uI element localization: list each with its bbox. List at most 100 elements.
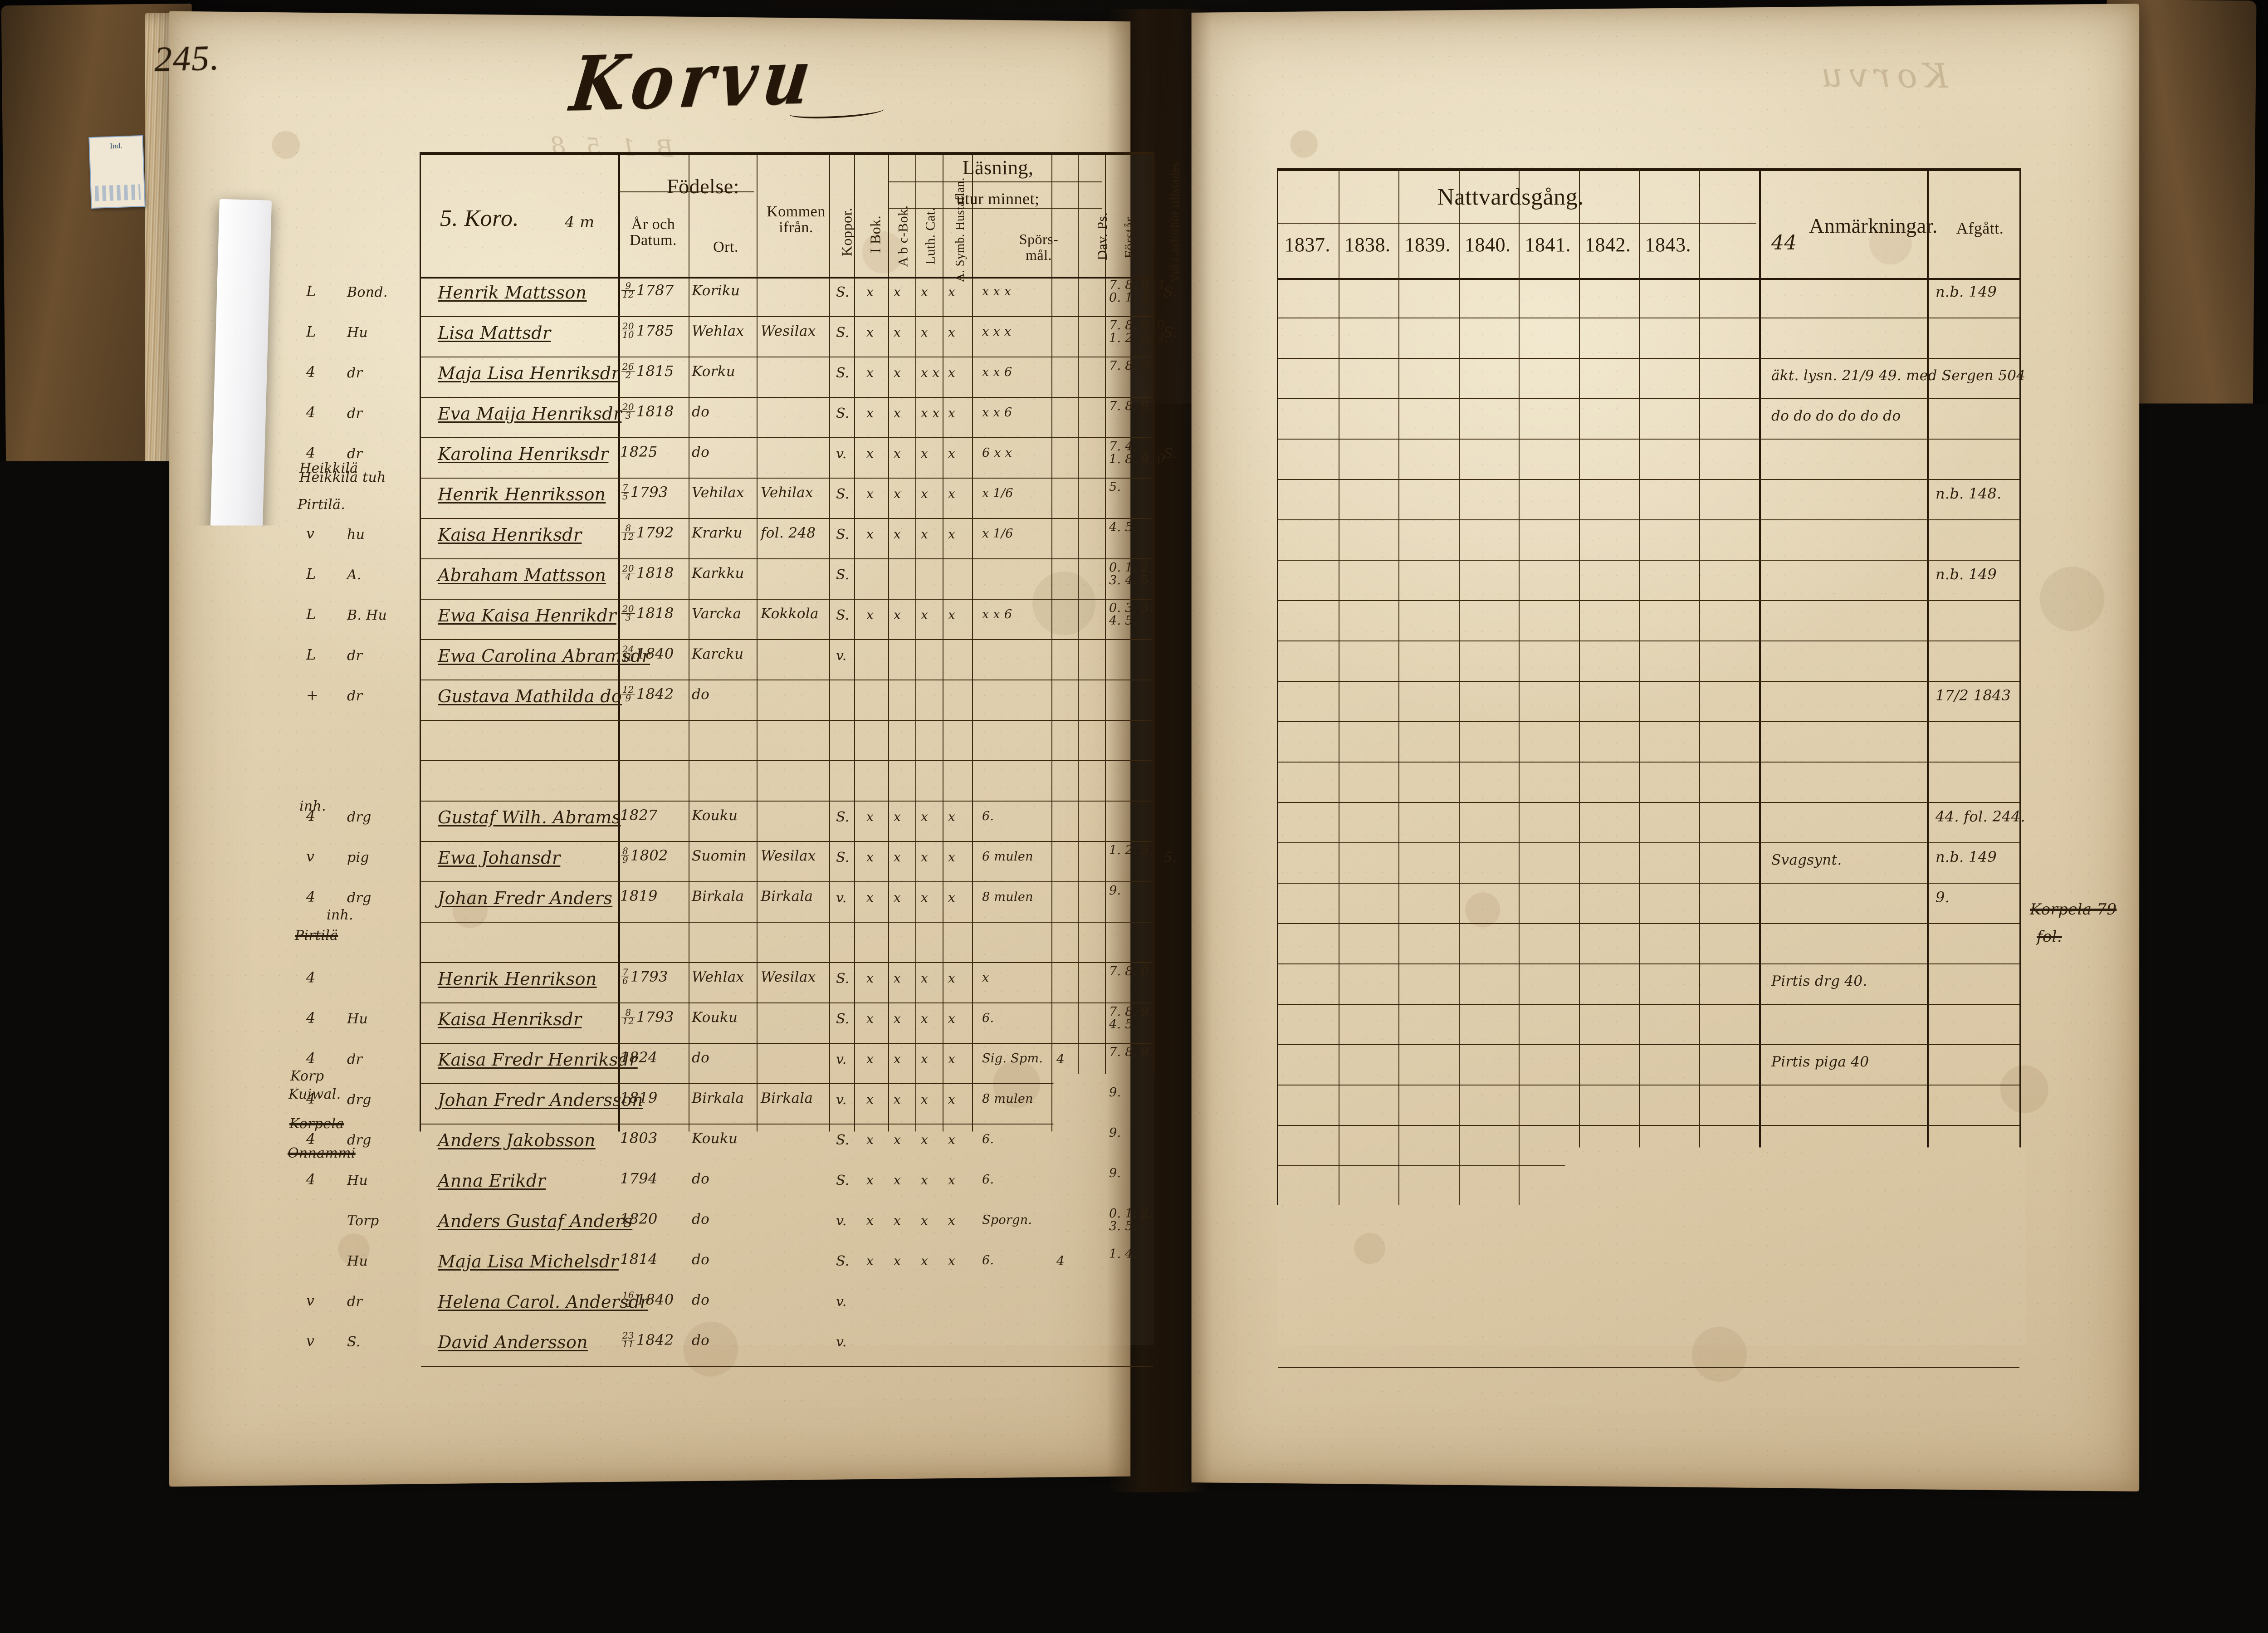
- row-abc-bok: x: [894, 1132, 901, 1147]
- index-tab[interactable]: Ind.: [88, 135, 145, 209]
- margin-note: inh.: [299, 798, 326, 814]
- row-sporsmal: x 1/6: [982, 527, 1013, 541]
- row-relation: Hu: [347, 1253, 368, 1269]
- row-sporsmal: 6 x x: [982, 446, 1012, 460]
- row-relation: S.: [347, 1334, 361, 1350]
- row-rule: [421, 1245, 1153, 1246]
- row-birth-date: 7 5 1793: [620, 484, 668, 501]
- row-sporsmal: 6.: [982, 1173, 994, 1187]
- row-rule: [421, 1285, 1153, 1286]
- index-tab-wave: [95, 184, 141, 201]
- row-relation: dr: [347, 1294, 362, 1310]
- row-ibok: x: [866, 1213, 874, 1228]
- year-col-rule: [1639, 169, 1640, 1344]
- row-abc-bok: x: [894, 1253, 901, 1268]
- row-birth-place: Krarku: [692, 525, 743, 541]
- row-relation: Hu: [347, 325, 368, 341]
- year-col-rule: [1519, 169, 1520, 1344]
- row-attendance: 0. 1. 2. 3. 5.: [1109, 1208, 1153, 1233]
- row-relation: dr: [347, 648, 362, 664]
- row-birth-place: Wehlax: [692, 969, 744, 985]
- row-birth-date: 8 9 1802: [620, 847, 668, 864]
- row-birth-place: do: [692, 1171, 709, 1187]
- year-header-1839: 1839.: [1400, 235, 1456, 255]
- row-sporsmal: x x x: [982, 325, 1011, 339]
- row-rule: [421, 1366, 1153, 1367]
- row-relation: drg: [347, 890, 371, 906]
- utur-minnet-underline: [888, 208, 1102, 209]
- row-mark: L: [306, 565, 316, 582]
- year-col-rule: [1699, 169, 1700, 1344]
- birth-year-header: År och Datum.: [624, 217, 683, 248]
- right-row-rule: [1278, 1125, 2019, 1126]
- row-birth-place: Varcka: [692, 606, 741, 622]
- row-sporsmal: Sig. Spm.: [982, 1051, 1043, 1066]
- margin-note: Pirtilä.: [298, 497, 345, 513]
- lasning-underline: [888, 181, 1102, 182]
- row-ibok: x: [866, 284, 874, 299]
- row-luth-cat: x: [921, 890, 928, 905]
- row-sporsmal: 8 mulen: [982, 1092, 1033, 1106]
- right-row-rule: [1278, 802, 2019, 803]
- row-ibok: x: [866, 1253, 874, 1268]
- departed-note: n.b. 147: [1936, 1212, 1997, 1229]
- row-mark: L: [306, 606, 316, 623]
- row-birth-date: 1819: [620, 1089, 658, 1106]
- row-mark: 4: [306, 969, 316, 986]
- row-relation: Hu: [347, 1173, 368, 1188]
- col-rule-camefrom: [829, 153, 830, 1344]
- row-koppor: v.: [836, 1213, 847, 1229]
- row-birth-place: Suomin: [692, 848, 747, 864]
- row-relation: B. Hu: [347, 607, 387, 623]
- row-birth-date: 7 6 1793: [620, 968, 668, 985]
- margin-note: inh.: [327, 907, 353, 923]
- row-abc-bok: x: [894, 325, 901, 340]
- symb-hustaflan-header: A. Symb. Hustaflan.: [953, 187, 968, 282]
- row-attendance: 0. 1. 2. 3. 4. 5.: [1109, 562, 1153, 587]
- row-mark: v: [306, 525, 314, 542]
- right-row-rule: [1278, 762, 2019, 763]
- row-koppor: S.: [836, 809, 850, 825]
- lasning-header: Läsning,: [939, 158, 1057, 178]
- row-koppor: S.: [836, 567, 850, 583]
- departed-note: 44. fol. 244.: [1936, 808, 2025, 825]
- row-koppor: S.: [836, 365, 850, 381]
- right-row-rule: [1278, 1044, 2019, 1045]
- row-sporsmal: Sporgn.: [982, 1213, 1032, 1227]
- right-margin-note-line1: Korpela 79: [2030, 900, 2116, 919]
- margin-note: Heikkilä: [299, 460, 358, 476]
- row-relation: hu: [347, 527, 365, 543]
- row-abc-bok: x: [894, 1092, 901, 1107]
- row-rule: [421, 1325, 1153, 1326]
- row-birth-date: 8 12 1793: [620, 1008, 674, 1026]
- row-attendance: 7. 8. 9.: [1109, 400, 1153, 413]
- row-koppor: S.: [836, 850, 850, 865]
- row-birth-date: 1794: [620, 1170, 658, 1187]
- row-mark: v: [306, 848, 314, 865]
- row-rule: [421, 841, 1153, 842]
- row-rule: [421, 1204, 1153, 1205]
- right-row-rule: [1278, 358, 2019, 359]
- right-row-rule: [1278, 721, 2019, 722]
- row-name: Johan Fredr Andersson: [438, 1090, 615, 1110]
- col-rule-forstar: [1105, 153, 1106, 1344]
- row-koppor: v.: [836, 1334, 847, 1350]
- koppor-header: Koppor.: [840, 184, 855, 279]
- row-mark: +: [306, 686, 318, 704]
- row-attendance: 9.: [1109, 885, 1121, 897]
- row-name: Karolina Henriksdr: [438, 444, 608, 464]
- row-attendance: 1. 4.: [1109, 1248, 1137, 1261]
- row-luth-cat: x: [921, 284, 928, 299]
- row-abc-bok: x: [894, 527, 901, 542]
- row-ibok: x: [866, 446, 874, 461]
- row-ibok: x: [866, 971, 874, 986]
- row-name: Kaisa Henriksdr: [438, 1009, 582, 1029]
- row-koppor: S.: [836, 607, 850, 623]
- row-ibok: x: [866, 527, 874, 542]
- row-mark: 4: [306, 1050, 316, 1067]
- communion-mark: . . .: [1288, 1216, 1310, 1232]
- row-luth-cat: x: [921, 1173, 928, 1188]
- right-row-rule: [1278, 1165, 2019, 1166]
- right-margin-note-line2: fol.: [2037, 928, 2062, 946]
- right-row-rule: [1278, 923, 2019, 924]
